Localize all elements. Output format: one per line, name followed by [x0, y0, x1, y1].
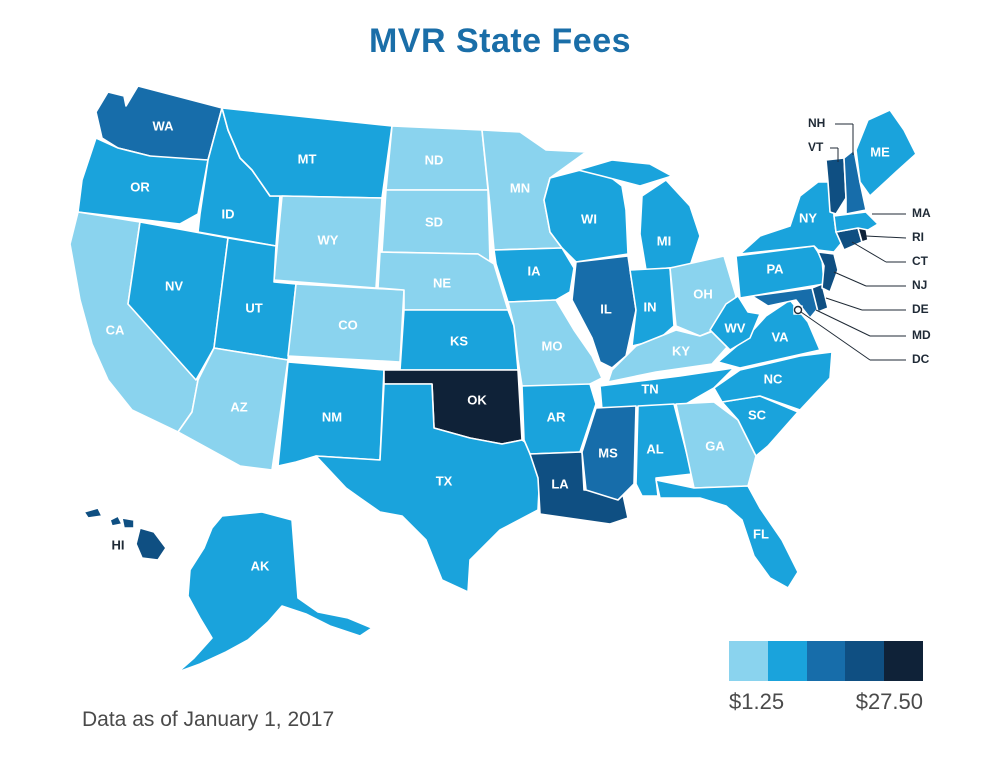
legend-swatch-4	[845, 641, 885, 681]
label-LA: LA	[551, 476, 569, 491]
label-IA: IA	[528, 263, 542, 278]
callout-label-NJ: NJ	[912, 278, 927, 292]
callout-DE: DE	[825, 297, 929, 316]
state-NH[interactable]	[843, 149, 867, 215]
callout-MD: MD	[815, 309, 931, 342]
callout-label-RI: RI	[912, 230, 924, 244]
callout-NH: NH	[808, 116, 854, 155]
label-CA: CA	[106, 322, 125, 337]
callout-label-MA: MA	[912, 206, 931, 220]
state-ME[interactable]	[855, 109, 917, 197]
state-FL[interactable]	[655, 479, 799, 589]
state-MI[interactable]	[639, 179, 701, 271]
label-SC: SC	[748, 407, 767, 422]
state-MS[interactable]	[581, 405, 637, 501]
label-KS: KS	[450, 333, 468, 348]
legend-labels: $1.25 $27.50	[729, 689, 923, 715]
label-NC: NC	[764, 371, 783, 386]
label-MN: MN	[510, 180, 530, 195]
label-WV: WV	[725, 320, 746, 335]
callout-VT: VT	[808, 140, 839, 162]
label-KY: KY	[672, 343, 690, 358]
state-TX[interactable]	[315, 383, 541, 593]
state-AK[interactable]	[177, 511, 373, 673]
label-ND: ND	[425, 152, 444, 167]
callout-label-CT: CT	[912, 254, 929, 268]
label-NY: NY	[799, 210, 817, 225]
legend-swatch-5	[884, 641, 923, 681]
callout-label-VT: VT	[808, 140, 824, 154]
callout-label-DE: DE	[912, 302, 929, 316]
label-UT: UT	[245, 300, 262, 315]
label-HI: HI	[112, 537, 125, 552]
state-OR[interactable]	[77, 137, 209, 225]
callout-DC: DC	[793, 305, 930, 366]
label-FL: FL	[753, 526, 769, 541]
state-VT[interactable]	[825, 157, 847, 215]
legend-swatch-1	[729, 641, 768, 681]
state-AZ[interactable]	[177, 347, 289, 471]
label-TN: TN	[641, 381, 658, 396]
callout-RI: RI	[865, 230, 924, 244]
label-MT: MT	[298, 151, 317, 166]
label-MO: MO	[542, 338, 563, 353]
label-VA: VA	[771, 329, 789, 344]
state-MT[interactable]	[221, 107, 393, 199]
legend-min-label: $1.25	[729, 689, 785, 714]
label-MS: MS	[598, 445, 618, 460]
callout-label-MD: MD	[912, 328, 931, 342]
legend-swatches	[729, 641, 923, 681]
state-HI-maui[interactable]	[121, 517, 135, 529]
state-MO[interactable]	[507, 299, 603, 387]
state-WV[interactable]	[709, 295, 761, 351]
legend: $1.25 $27.50	[729, 641, 923, 715]
state-HI-oahu[interactable]	[109, 515, 123, 527]
callout-label-DC: DC	[912, 352, 930, 366]
label-AL: AL	[646, 441, 663, 456]
label-IL: IL	[600, 301, 612, 316]
legend-swatch-3	[806, 641, 846, 681]
label-OH: OH	[693, 286, 713, 301]
legend-swatch-2	[767, 641, 807, 681]
label-MI: MI	[657, 233, 671, 248]
label-SD: SD	[425, 214, 443, 229]
legend-max-label: $27.50	[855, 689, 923, 714]
state-MI-upper[interactable]	[577, 159, 673, 187]
label-ID: ID	[222, 206, 235, 221]
map-title: MVR State Fees	[368, 22, 632, 60]
footnote: Data as of January 1, 2017	[82, 708, 335, 731]
label-NE: NE	[433, 275, 451, 290]
label-OK: OK	[467, 392, 487, 407]
callout-label-NH: NH	[808, 116, 825, 130]
state-HI[interactable]	[135, 527, 167, 561]
label-OR: OR	[130, 179, 150, 194]
label-WA: WA	[153, 118, 175, 133]
label-PA: PA	[766, 261, 784, 276]
label-WY: WY	[318, 232, 339, 247]
state-NJ[interactable]	[817, 251, 839, 293]
label-AR: AR	[547, 409, 566, 424]
label-CO: CO	[338, 317, 358, 332]
label-TX: TX	[436, 473, 453, 488]
label-AK: AK	[251, 558, 270, 573]
state-HI-kauai[interactable]	[83, 507, 103, 519]
state-MA[interactable]	[833, 211, 879, 233]
label-ME: ME	[870, 144, 890, 159]
label-NV: NV	[165, 278, 183, 293]
callout-MA: MA	[872, 206, 931, 220]
callout-CT: CT	[851, 241, 929, 268]
state-NC[interactable]	[713, 351, 833, 411]
label-GA: GA	[705, 438, 725, 453]
state-IA[interactable]	[493, 247, 575, 303]
label-IN: IN	[644, 299, 657, 314]
state-LA[interactable]	[529, 451, 629, 525]
callout-NJ: NJ	[833, 271, 927, 292]
label-NM: NM	[322, 409, 342, 424]
label-AZ: AZ	[230, 399, 247, 414]
label-WI: WI	[581, 211, 597, 226]
